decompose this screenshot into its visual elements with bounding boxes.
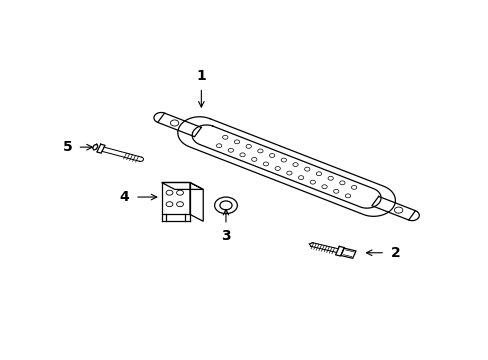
Text: 4: 4 — [120, 190, 129, 204]
Text: 2: 2 — [390, 246, 400, 260]
Text: 1: 1 — [196, 69, 206, 84]
Text: 3: 3 — [221, 229, 230, 243]
Text: 5: 5 — [62, 140, 72, 154]
